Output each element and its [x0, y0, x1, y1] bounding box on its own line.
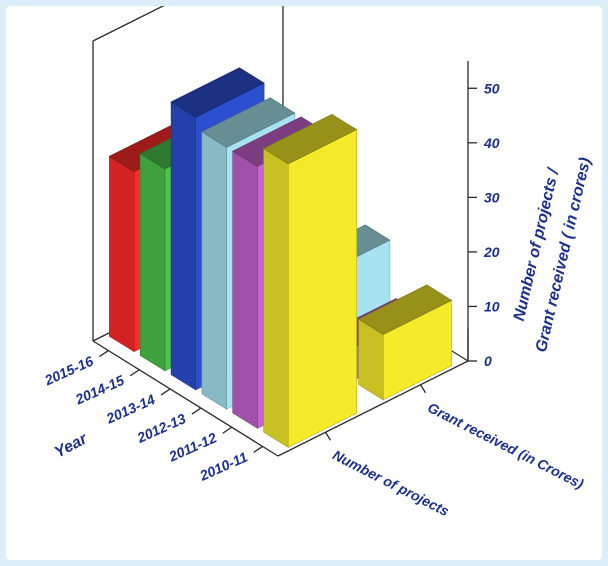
x-axis-label: Year	[52, 430, 91, 461]
year-tick-label: 2015-16	[41, 353, 96, 389]
chart-frame: 0 10 20 30 40 50 2010-11 2011-12 2012-13 2013-14…	[6, 0, 602, 560]
y-axis-ticks: 0 10 20 30 40 50	[467, 61, 500, 369]
series-tick-label: Grant received (in Crores)	[425, 399, 586, 492]
series-tick-label: Number of projects	[330, 447, 452, 520]
bars-group	[108, 67, 453, 448]
year-tick-label: 2011-12	[166, 429, 220, 465]
y-tick-label: 50	[484, 80, 500, 96]
year-tick-label: 2012-13	[134, 410, 189, 446]
bar-2010-11-projects	[262, 113, 358, 448]
year-tick-label: 2010-11	[196, 448, 250, 484]
y-tick-label: 0	[484, 353, 492, 369]
y-tick-label: 30	[484, 189, 500, 205]
year-tick-label: 2014-15	[72, 372, 127, 408]
bar-chart-3d: 0 10 20 30 40 50 2010-112011-122012-132013-14…	[41, 0, 594, 520]
year-tick-label: 2013-14	[103, 391, 158, 427]
y-tick-label: 20	[483, 244, 500, 260]
y-tick-label: 40	[483, 135, 500, 151]
bar-2010-11-grant	[357, 284, 453, 401]
y-tick-label: 10	[484, 298, 500, 314]
